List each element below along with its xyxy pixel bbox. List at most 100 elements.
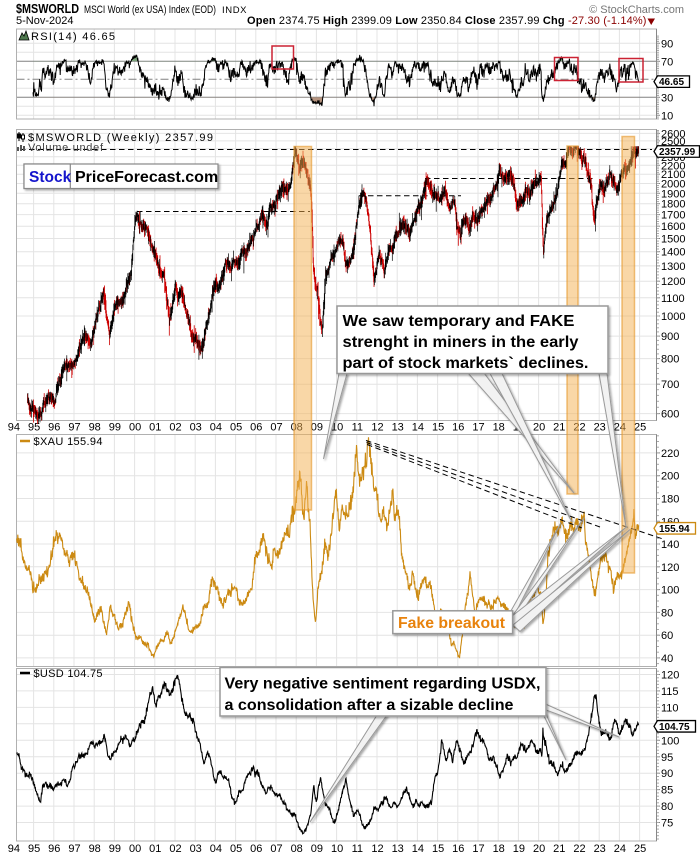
svg-text:140: 140 [661,539,679,551]
svg-text:80: 80 [661,607,673,619]
svg-text:15: 15 [432,422,444,434]
svg-text:85: 85 [661,785,673,797]
svg-text:95: 95 [661,752,673,764]
svg-text:115: 115 [661,686,679,698]
svg-text:21: 21 [553,422,565,434]
svg-text:14: 14 [412,422,424,434]
svg-text:5-Nov-2024: 5-Nov-2024 [16,15,73,27]
svg-text:PriceForecast.com: PriceForecast.com [75,169,218,186]
svg-text:80: 80 [661,801,673,813]
svg-text:06: 06 [250,422,262,434]
svg-text:13: 13 [392,422,404,434]
svg-text:700: 700 [661,379,679,391]
svg-text:12: 12 [371,843,383,855]
svg-text:100: 100 [661,735,679,747]
svg-text:05: 05 [230,422,242,434]
svg-text:120: 120 [661,670,679,682]
svg-text:24: 24 [614,843,626,855]
svg-text:Open 2374.75 High 2399.09 Low: Open 2374.75 High 2399.09 Low 2350.84 Cl… [247,15,647,27]
svg-text:100: 100 [661,585,679,597]
svg-text:97: 97 [68,422,80,434]
svg-text:06: 06 [250,843,262,855]
svg-text:part of stock markets` decline: part of stock markets` declines. [343,355,589,372]
svg-text:14: 14 [412,843,424,855]
svg-text:90: 90 [661,768,673,780]
svg-text:220: 220 [661,448,679,460]
svg-text:46.65: 46.65 [659,77,684,88]
svg-text:© StockCharts.com: © StockCharts.com [589,4,684,16]
svg-text:07: 07 [270,843,282,855]
svg-text:2000: 2000 [661,179,685,191]
svg-text:23: 23 [594,422,606,434]
svg-text:03: 03 [190,422,202,434]
svg-text:99: 99 [109,843,121,855]
svg-text:10: 10 [661,110,673,122]
svg-text:120: 120 [661,562,679,574]
svg-text:1800: 1800 [661,199,685,211]
svg-text:02: 02 [169,843,181,855]
svg-text:Fake breakout: Fake breakout [398,615,505,632]
svg-text:94: 94 [8,843,20,855]
svg-text:97: 97 [68,843,80,855]
svg-text:94: 94 [8,422,20,434]
svg-text:01: 01 [149,422,161,434]
svg-text:19: 19 [513,843,525,855]
svg-text:99: 99 [109,422,121,434]
svg-text:900: 900 [661,331,679,343]
svg-text:18: 18 [493,843,505,855]
svg-text:16: 16 [452,422,464,434]
svg-text:04: 04 [210,422,222,434]
svg-text:23: 23 [594,843,606,855]
svg-text:1100: 1100 [661,293,685,305]
svg-text:75: 75 [661,818,673,830]
svg-text:2100: 2100 [661,169,685,181]
svg-text:1500: 1500 [661,234,685,246]
svg-text:INDX: INDX [222,5,247,16]
svg-text:1300: 1300 [661,261,685,273]
svg-text:07: 07 [270,422,282,434]
svg-text:1700: 1700 [661,210,685,222]
svg-text:02: 02 [169,422,181,434]
svg-text:20: 20 [533,843,545,855]
svg-text:04: 04 [210,843,222,855]
svg-text:25: 25 [634,843,646,855]
svg-text:180: 180 [661,494,679,506]
svg-text:104.75: 104.75 [659,722,690,733]
svg-text:25: 25 [634,422,646,434]
svg-text:08: 08 [291,843,303,855]
svg-text:110: 110 [661,702,679,714]
svg-text:Very negative sentiment regard: Very negative sentiment regarding USDX, [225,676,541,693]
svg-text:1900: 1900 [661,188,685,200]
svg-text:12: 12 [371,422,383,434]
svg-text:2500: 2500 [661,136,685,148]
svg-text:21: 21 [553,843,565,855]
svg-text:RSI(14) 46.65: RSI(14) 46.65 [31,31,115,43]
svg-text:00: 00 [129,422,141,434]
svg-text:MSCI World (ex USA) Index (EOD: MSCI World (ex USA) Index (EOD) [84,4,216,16]
svg-text:96: 96 [48,422,60,434]
svg-text:90: 90 [661,38,673,50]
svg-text:15: 15 [432,843,444,855]
svg-text:20: 20 [533,422,545,434]
svg-text:98: 98 [89,843,101,855]
svg-text:95: 95 [28,843,40,855]
svg-text:95: 95 [28,422,40,434]
svg-text:We saw temporary and FAKE: We saw temporary and FAKE [343,313,575,330]
svg-text:05: 05 [230,843,242,855]
svg-text:16: 16 [452,843,464,855]
svg-text:1000: 1000 [661,311,685,323]
svg-text:60: 60 [661,630,673,642]
svg-text:$USD 104.75: $USD 104.75 [34,668,103,680]
svg-text:70: 70 [661,56,673,68]
svg-text:13: 13 [392,843,404,855]
svg-text:10: 10 [331,843,343,855]
svg-text:Stock: Stock [29,169,72,186]
svg-text:$MSWORLD (Weekly) 2357.99: $MSWORLD (Weekly) 2357.99 [28,132,213,144]
svg-text:09: 09 [311,843,323,855]
svg-text:11: 11 [352,843,363,855]
svg-text:strenght in miners in the earl: strenght in miners in the early [343,334,579,351]
svg-text:17: 17 [472,422,484,434]
svg-text:$MSWORLD: $MSWORLD [16,2,79,16]
svg-text:30: 30 [661,92,673,104]
svg-text:1200: 1200 [661,276,685,288]
